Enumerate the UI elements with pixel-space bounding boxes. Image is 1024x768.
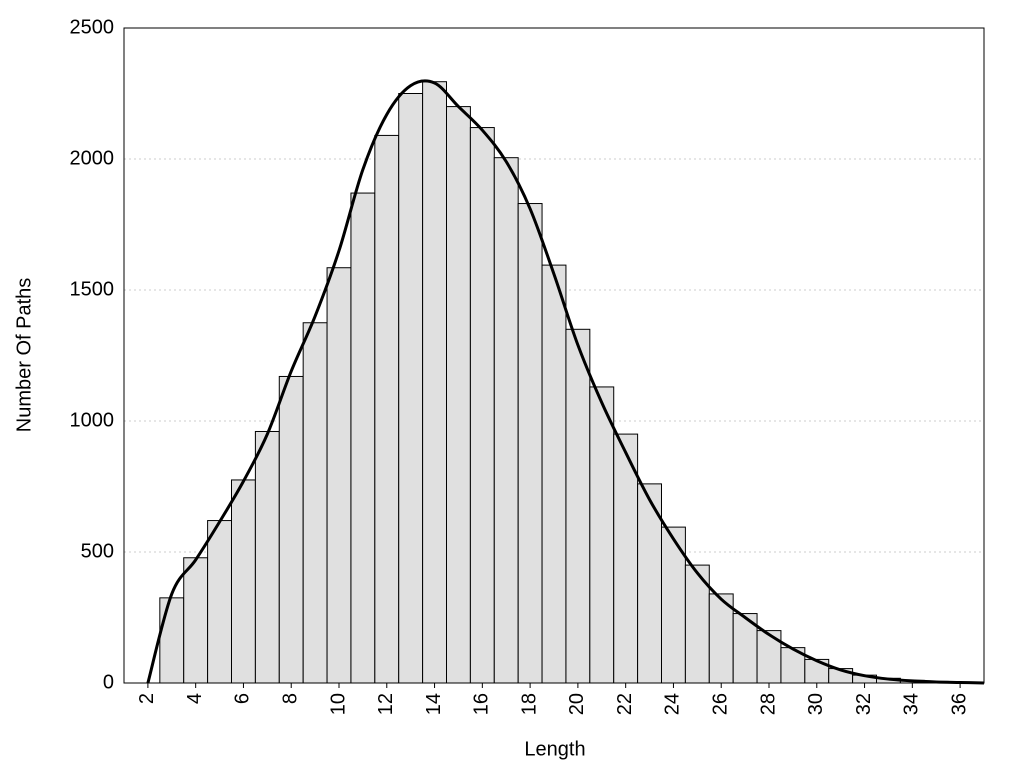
x-tick-label: 10 [327,693,349,715]
x-tick-label: 22 [614,693,636,715]
bar [374,134,400,684]
bar [589,386,615,684]
y-axis-label: Number Of Paths [13,278,35,433]
bar [207,520,233,684]
bar [398,93,424,684]
x-tick-label: 6 [232,693,254,704]
bar [254,430,280,684]
x-tick-label: 24 [662,693,684,715]
x-tick-label: 2 [136,693,158,704]
bar [541,264,567,684]
y-tick-label: 2500 [70,16,115,38]
x-tick-label: 28 [757,693,779,715]
x-tick-label: 30 [805,693,827,715]
bar [159,597,185,684]
x-tick-label: 20 [566,693,588,715]
bar [183,557,209,684]
bar [302,322,328,684]
bar [446,106,471,684]
x-tick-label: 16 [471,693,493,715]
x-tick-label: 12 [375,693,397,715]
bar [565,328,591,684]
x-tick-label: 36 [948,693,970,715]
bar [493,157,519,684]
x-tick-label: 14 [423,693,445,715]
bar [422,81,448,684]
x-tick-label: 26 [710,693,732,715]
y-tick-label: 500 [81,540,114,562]
y-tick-label: 1000 [70,409,115,431]
plot-frame [123,27,985,684]
x-tick-label: 4 [184,693,206,704]
x-tick-label: 32 [853,693,875,715]
x-tick-label: 8 [280,693,302,704]
x-tick-label: 34 [901,693,923,715]
bar [326,267,352,684]
bar [517,203,543,684]
x-tick-label: 18 [518,693,540,715]
bar [231,479,256,684]
x-axis-label: Length [524,738,585,760]
y-tick-label: 1500 [70,278,115,300]
bar [278,375,304,684]
bar [469,127,495,684]
bar [350,192,376,684]
y-tick-label: 0 [103,671,114,693]
density-line [146,79,985,685]
y-tick-label: 2000 [70,147,115,169]
